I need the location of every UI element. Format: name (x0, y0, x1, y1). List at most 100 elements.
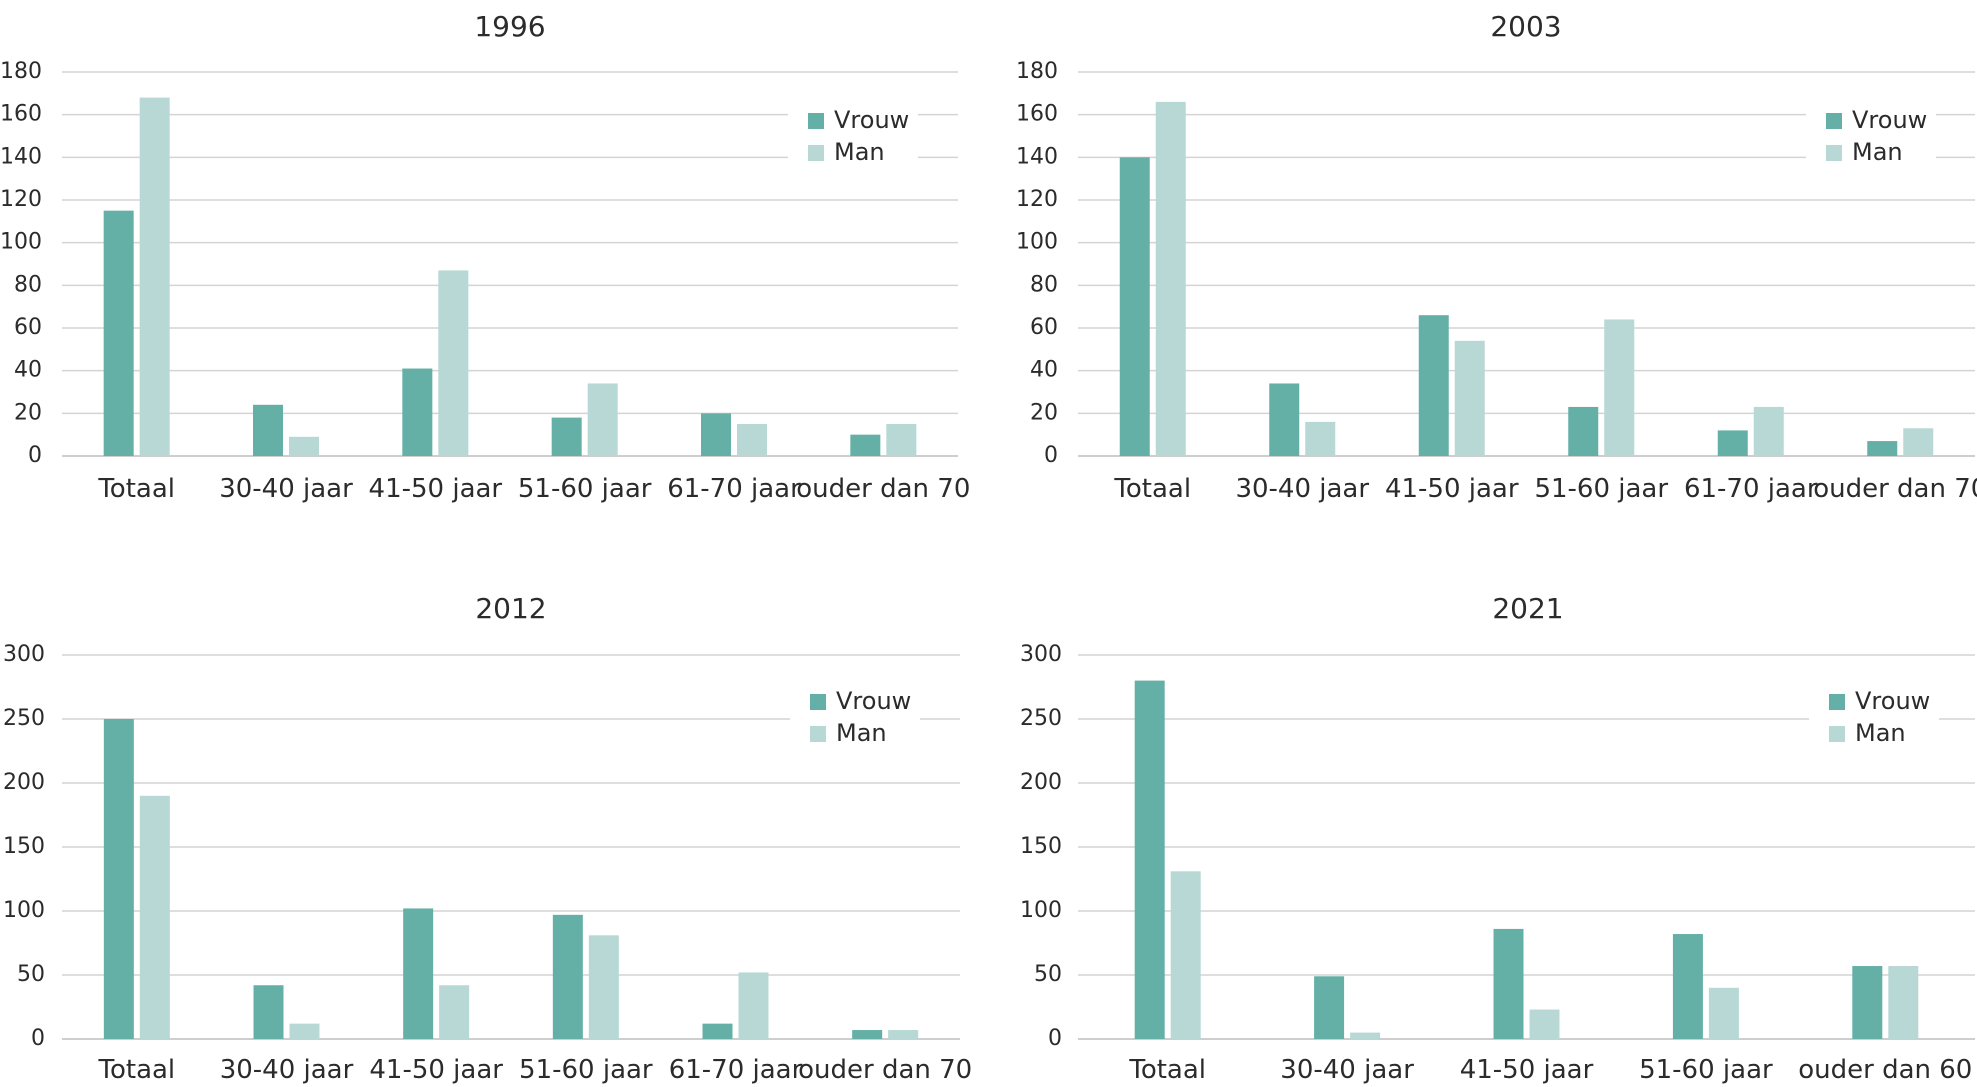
x-category-label: Totaal (98, 1055, 176, 1085)
legend-label-man: Man (836, 719, 887, 747)
legend-label-man: Man (834, 138, 885, 166)
y-tick-label: 300 (3, 642, 45, 667)
bar-vrouw (702, 1023, 733, 1039)
bar-man (1170, 871, 1201, 1039)
bar-man (1454, 340, 1485, 456)
bar-man (737, 424, 767, 456)
y-tick-label: 140 (1016, 144, 1058, 169)
x-category-label: Totaal (1113, 474, 1191, 504)
legend-swatch-vrouw (810, 694, 826, 710)
y-tick-label: 0 (1048, 1026, 1062, 1051)
bar-vrouw (403, 908, 434, 1039)
y-tick-label: 50 (1034, 962, 1062, 987)
bar-vrouw (701, 413, 731, 456)
legend-label-vrouw: Vrouw (834, 106, 909, 134)
y-tick-label: 100 (1020, 898, 1062, 923)
bar-vrouw (1314, 976, 1345, 1039)
bar-vrouw (1717, 430, 1748, 456)
bar-vrouw (1119, 157, 1150, 457)
y-tick-label: 40 (14, 358, 42, 383)
chart-panel-1996: 1996 0 20 40 60 80 100 120 140 160 180 Totaal 30-40 … (0, 10, 970, 504)
bar-man (289, 436, 319, 456)
legend-swatch-man (808, 145, 824, 161)
chart-panel-2012: 2012 0 50 100 150 200 250 300 Totaal 30-40 jaar 41… (3, 592, 972, 1085)
y-tick-label: 180 (0, 59, 42, 84)
bar-man (588, 935, 619, 1039)
y-tick-label: 80 (14, 272, 42, 297)
x-category-label: 41-50 jaar (1460, 1055, 1594, 1085)
bar-man (289, 1023, 320, 1039)
y-tick-label: 20 (1030, 400, 1058, 425)
chart-panel-2021: 2021 0 50 100 150 200 250 300 Totaal 30-40 jaar 41… (1020, 592, 1975, 1085)
bar-vrouw (1418, 315, 1449, 456)
y-tick-label: 80 (1030, 272, 1058, 297)
bar-man (438, 270, 469, 456)
bar-man (1350, 1032, 1381, 1039)
legend-swatch-vrouw (1826, 113, 1842, 129)
legend-label-vrouw: Vrouw (1855, 687, 1930, 715)
bar-vrouw (253, 985, 284, 1039)
y-tick-label: 150 (1020, 834, 1062, 859)
x-category-label: 51-60 jaar (1534, 474, 1668, 504)
y-tick-label: 200 (3, 770, 45, 795)
x-category-label: Totaal (97, 474, 175, 504)
x-category-label: ouder dan 70 (798, 1055, 972, 1085)
y-tick-label: 250 (1020, 706, 1062, 731)
x-category-label: 30-40 jaar (1280, 1055, 1414, 1085)
chart-title: 2021 (1492, 592, 1563, 625)
x-category-label: 51-60 jaar (1639, 1055, 1773, 1085)
y-tick-label: 100 (0, 230, 42, 255)
bar-vrouw (1493, 928, 1524, 1039)
legend-label-man: Man (1855, 719, 1906, 747)
bar-man (1155, 101, 1186, 456)
x-category-label: 51-60 jaar (519, 1055, 653, 1085)
bar-man (1708, 987, 1739, 1039)
y-tick-label: 120 (1016, 187, 1058, 212)
bar-vrouw (1867, 441, 1898, 456)
x-category-label: 61-70 jaar (667, 474, 801, 504)
x-category-label: 30-40 jaar (1235, 474, 1369, 504)
chart-panel-2003: 2003 0 20 40 60 80 100 120 140 160 180 Totaal 30-40 … (1016, 10, 1977, 504)
chart-title: 2003 (1490, 10, 1561, 43)
y-tick-label: 0 (1044, 443, 1058, 468)
y-tick-label: 60 (1030, 315, 1058, 340)
bar-man (587, 383, 618, 456)
bar-vrouw (551, 417, 582, 456)
y-tick-label: 150 (3, 834, 45, 859)
x-category-label: 61-70 jaar (669, 1055, 803, 1085)
bar-vrouw (850, 434, 881, 456)
bar-man (1529, 1009, 1560, 1039)
bar-man (1753, 406, 1784, 456)
bar-man (139, 97, 170, 456)
bar-vrouw (1269, 383, 1300, 456)
legend-swatch-vrouw (808, 113, 824, 129)
chart-title: 1996 (474, 10, 545, 43)
bar-man (1305, 421, 1336, 456)
y-tick-label: 100 (3, 898, 45, 923)
y-tick-label: 300 (1020, 642, 1062, 667)
y-tick-label: 120 (0, 187, 42, 212)
x-category-label: 61-70 jaar (1684, 474, 1818, 504)
y-tick-label: 160 (1016, 102, 1058, 127)
x-category-label: 41-50 jaar (369, 474, 503, 504)
legend-label-vrouw: Vrouw (1852, 106, 1927, 134)
bar-man (738, 972, 769, 1039)
x-category-label: 30-40 jaar (220, 1055, 354, 1085)
y-tick-label: 40 (1030, 358, 1058, 383)
legend-label-vrouw: Vrouw (836, 687, 911, 715)
y-tick-label: 0 (28, 443, 42, 468)
y-tick-label: 180 (1016, 59, 1058, 84)
bar-vrouw (1672, 934, 1703, 1039)
bar-vrouw (1852, 966, 1883, 1039)
y-tick-label: 0 (31, 1026, 45, 1051)
x-category-label: ouder dan 70 (796, 474, 970, 504)
bar-vrouw (402, 368, 433, 456)
x-category-label: ouder dan 60 (1798, 1055, 1972, 1085)
legend-swatch-man (1826, 145, 1842, 161)
bar-man (1903, 428, 1934, 456)
bar-man (888, 1030, 919, 1039)
bar-vrouw (103, 719, 134, 1039)
bar-man (439, 985, 470, 1039)
x-category-label: 51-60 jaar (518, 474, 652, 504)
